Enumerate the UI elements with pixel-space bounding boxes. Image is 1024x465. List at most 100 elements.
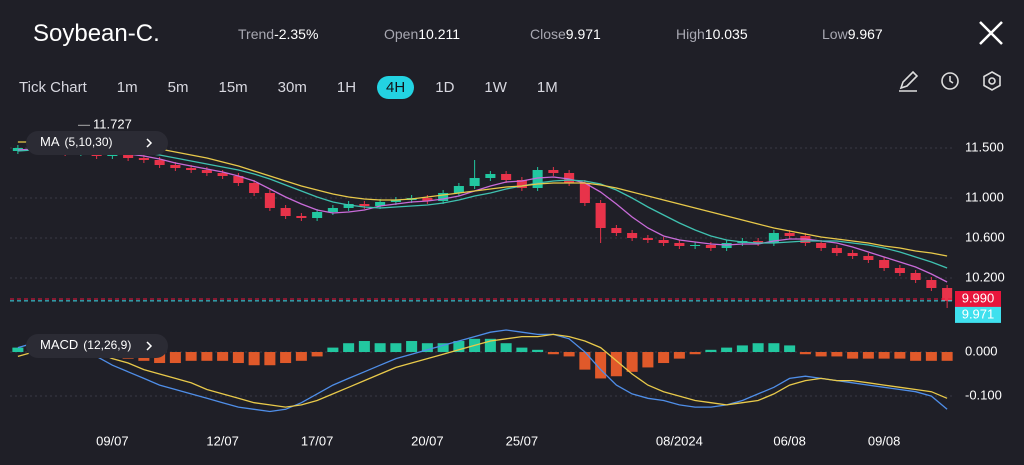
- candle-body: [422, 198, 433, 201]
- stat: Open10.211: [384, 26, 530, 42]
- candle-body: [847, 253, 858, 256]
- stat: High10.035: [676, 26, 822, 42]
- candle-body: [705, 245, 716, 248]
- macd-bar: [500, 343, 512, 353]
- macd-bar: [925, 352, 937, 361]
- macd-bar: [563, 352, 575, 357]
- macd-bar: [421, 343, 433, 353]
- macd-bar: [217, 352, 229, 361]
- candle-body: [831, 248, 842, 253]
- ma-line: [17, 148, 948, 283]
- candle-body: [674, 243, 685, 246]
- macd-bar: [358, 341, 370, 353]
- timeframe-tab[interactable]: 4H: [377, 76, 415, 99]
- macd-bar: [295, 352, 307, 361]
- y-tick-label: 10.600: [965, 229, 1005, 244]
- macd-bar: [532, 349, 544, 353]
- max-marker-label: 11.727: [93, 117, 132, 132]
- macd-bar: [311, 352, 323, 357]
- macd-bar: [847, 352, 859, 359]
- macd-bar: [390, 343, 402, 353]
- candle-body: [327, 208, 338, 212]
- timeframe-tab[interactable]: 1H: [336, 79, 357, 96]
- macd-bar: [642, 352, 654, 368]
- macd-bar: [815, 352, 827, 357]
- candle-body: [186, 168, 197, 170]
- indicator-params: (12,26,9): [83, 338, 131, 352]
- timeframe-tab[interactable]: 15m: [218, 79, 248, 96]
- macd-bar: [169, 352, 181, 364]
- reset-icon[interactable]: [941, 72, 959, 90]
- price-tag-label: 9.971: [962, 306, 995, 321]
- price-tag-label: 9.990: [962, 290, 995, 305]
- candle-body: [753, 241, 764, 243]
- macd-bar: [374, 343, 386, 353]
- candle-body: [359, 204, 370, 206]
- macd-bar: [610, 352, 622, 377]
- candle-body: [154, 160, 165, 165]
- macd-bar: [941, 352, 953, 361]
- x-tick-label: 08/2024: [656, 433, 703, 448]
- stat-value: 9.971: [565, 26, 601, 42]
- candle-body: [375, 202, 386, 206]
- macd-bar: [343, 343, 355, 353]
- stat-label: Low: [822, 26, 848, 42]
- macd-bar: [705, 349, 717, 353]
- candle-body: [768, 233, 779, 243]
- macd-line: [17, 329, 948, 413]
- macd-bar: [579, 352, 591, 370]
- stats: Trend-2.35% Open10.211 Close9.971 High10.03…: [238, 26, 968, 42]
- candle-body: [548, 170, 559, 173]
- candle-body: [910, 273, 921, 280]
- candle-body: [642, 238, 653, 240]
- draw-icon[interactable]: [899, 70, 919, 92]
- candle-body: [312, 212, 323, 218]
- stat: Trend-2.35%: [238, 26, 384, 42]
- candle-body: [658, 240, 669, 243]
- timeframe-tab[interactable]: 5m: [167, 79, 189, 96]
- candle-body: [217, 173, 228, 176]
- candle-body: [579, 183, 590, 203]
- candle-body: [453, 186, 464, 193]
- candle-body: [170, 165, 181, 168]
- candle-body: [532, 170, 543, 188]
- timeframe-tab[interactable]: 1m: [116, 79, 138, 96]
- x-tick-label: 09/08: [868, 433, 901, 448]
- chevron: [146, 138, 153, 148]
- candle-body: [894, 268, 905, 273]
- stat-label: Close: [530, 26, 566, 42]
- indicator-pill: [26, 131, 168, 155]
- timeframe-tab[interactable]: 30m: [277, 79, 307, 96]
- macd-bar: [406, 341, 418, 353]
- macd-line: [17, 333, 948, 408]
- close-button[interactable]: [976, 18, 1006, 48]
- timeframe-tab[interactable]: 1M: [536, 79, 558, 96]
- settings-icon[interactable]: [983, 71, 1001, 91]
- candle-body: [296, 216, 307, 218]
- candle-body: [784, 233, 795, 236]
- toolbar-icons: [899, 70, 1001, 92]
- candle-body: [249, 183, 260, 193]
- macd-bar: [768, 343, 780, 353]
- candle-body: [233, 176, 244, 183]
- macd-bar: [595, 352, 607, 379]
- macd-bar: [736, 345, 748, 353]
- ma-line: [17, 149, 948, 269]
- stat-value: -2.35%: [274, 26, 319, 42]
- candle-body: [485, 174, 496, 178]
- timeframe-tab[interactable]: 1D: [435, 79, 455, 96]
- candle-body: [390, 200, 401, 202]
- candle-body: [201, 170, 212, 173]
- x-tick-label: 20/07: [411, 433, 444, 448]
- candle-body: [627, 233, 638, 238]
- timeframe-tab[interactable]: Tick Chart: [19, 79, 87, 96]
- macd-bar: [673, 352, 685, 359]
- macd-bar: [547, 352, 559, 355]
- candle-body: [343, 204, 354, 208]
- candle-body: [280, 208, 291, 216]
- indicator-params: (5,10,30): [65, 135, 113, 149]
- macd-bar: [185, 352, 197, 361]
- timeframe-tab[interactable]: 1W: [484, 79, 507, 96]
